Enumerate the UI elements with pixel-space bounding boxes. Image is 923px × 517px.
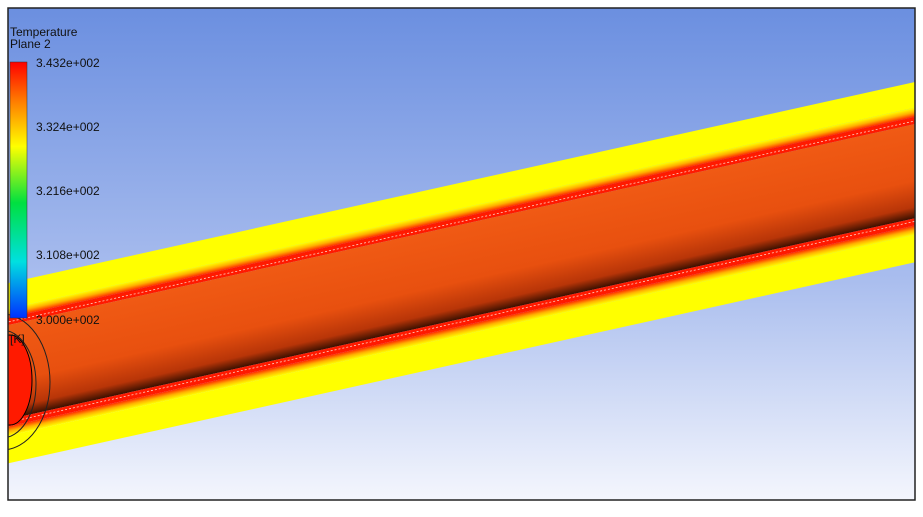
- legend-subtitle: Plane 2: [10, 37, 51, 51]
- legend-label: 3.324e+002: [36, 120, 100, 134]
- outline: [8, 330, 37, 438]
- pipe: [8, 63, 915, 474]
- frame: [7, 7, 916, 501]
- legend-label: 3.000e+002: [36, 313, 100, 327]
- legend-label: 3.432e+002: [36, 56, 100, 70]
- outline: [8, 314, 51, 450]
- color-bar: [9, 61, 28, 319]
- legend-label: 3.216e+002: [36, 184, 100, 198]
- legend-label: 3.108e+002: [36, 248, 100, 262]
- legend-title: Temperature: [10, 25, 78, 39]
- legend-unit: [K]: [10, 332, 25, 346]
- scene: Temperature Plane 2 3.432e+002 3.324e+00…: [8, 8, 915, 500]
- pipe-end: [8, 334, 33, 426]
